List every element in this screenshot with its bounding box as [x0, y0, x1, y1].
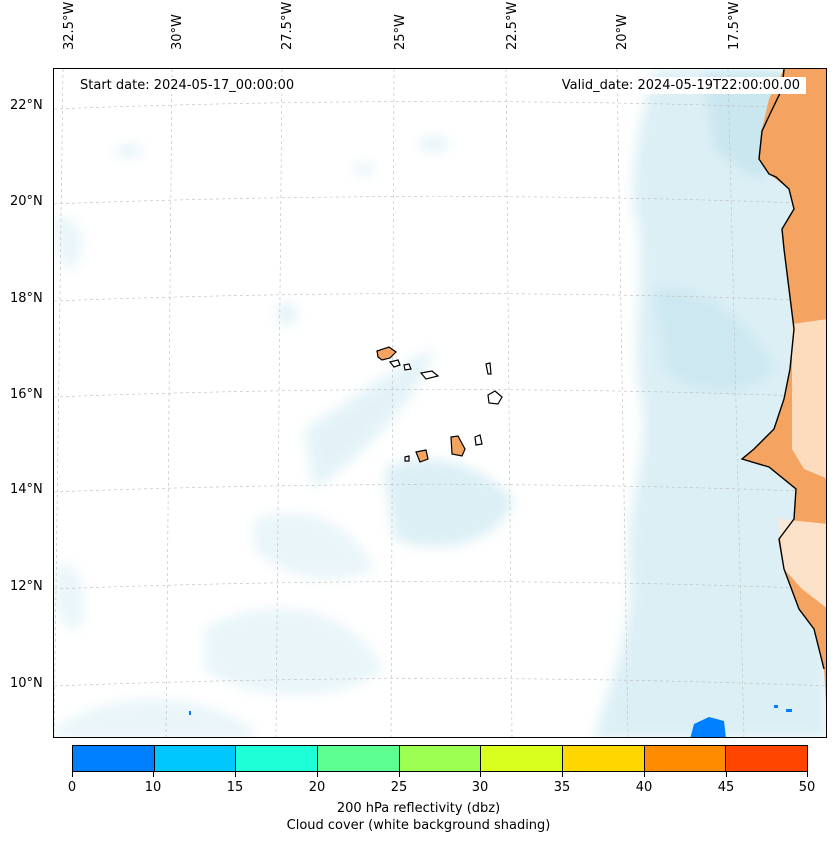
reflectivity-patches: [189, 705, 792, 737]
colorbar: [72, 745, 808, 772]
colorbar-segment: [644, 746, 727, 771]
cape-verde-islands: [376, 346, 503, 463]
african-coastline: [740, 69, 826, 704]
lon-label: 25°W: [393, 14, 408, 50]
colorbar-tick-label: 30: [471, 780, 489, 795]
colorbar-segment: [236, 746, 319, 771]
colorbar-tick-label: 10: [144, 780, 162, 795]
lat-label: 10°N: [10, 676, 43, 691]
colorbar-tick-label: 40: [635, 780, 653, 795]
colorbar-subtitle: Cloud cover (white background shading): [286, 818, 551, 833]
colorbar-tick-label: 45: [717, 780, 735, 795]
colorbar-segment: [726, 746, 808, 771]
island-santiago: [450, 435, 466, 457]
valid-date-label: Valid_date: 2024-05-19T22:00:00.00: [555, 77, 806, 94]
colorbar-tick-label: 15: [226, 780, 244, 795]
cloud-cover-shading: [54, 69, 826, 737]
map-canvas: [54, 69, 826, 737]
lon-label: 32.5°W: [62, 1, 77, 50]
island-fogo: [415, 449, 429, 463]
map-panel: Start date: 2024-05-17_00:00:00 Valid_da…: [53, 68, 827, 738]
island-santo-antao: [376, 346, 397, 361]
graticule: [54, 69, 826, 737]
lon-label: 17.5°W: [727, 1, 742, 50]
colorbar-segment: [563, 746, 645, 771]
lon-label: 22.5°W: [505, 1, 520, 50]
start-date-label: Start date: 2024-05-17_00:00:00: [74, 77, 301, 94]
colorbar-title: 200 hPa reflectivity (dbz): [336, 801, 501, 816]
lon-label: 27.5°W: [280, 1, 295, 50]
colorbar-tick-label: 0: [67, 780, 77, 795]
lon-label: 30°W: [170, 14, 185, 50]
colorbar-segment: [318, 746, 400, 771]
colorbar-tick-label: 50: [798, 780, 816, 795]
lat-label: 12°N: [10, 579, 43, 594]
lat-label: 22°N: [10, 98, 43, 113]
colorbar-tick-label: 25: [390, 780, 408, 795]
colorbar-segment: [399, 746, 482, 771]
colorbar-segment: [154, 746, 237, 771]
colorbar-segment: [481, 746, 564, 771]
colorbar-tick-label: 35: [553, 780, 571, 795]
lat-label: 14°N: [10, 482, 43, 497]
lat-label: 16°N: [10, 387, 43, 402]
lon-label: 20°W: [615, 14, 630, 50]
colorbar-segment: [73, 746, 155, 771]
lat-label: 18°N: [10, 291, 43, 306]
colorbar-tick-label: 20: [308, 780, 326, 795]
lat-label: 20°N: [10, 194, 43, 209]
